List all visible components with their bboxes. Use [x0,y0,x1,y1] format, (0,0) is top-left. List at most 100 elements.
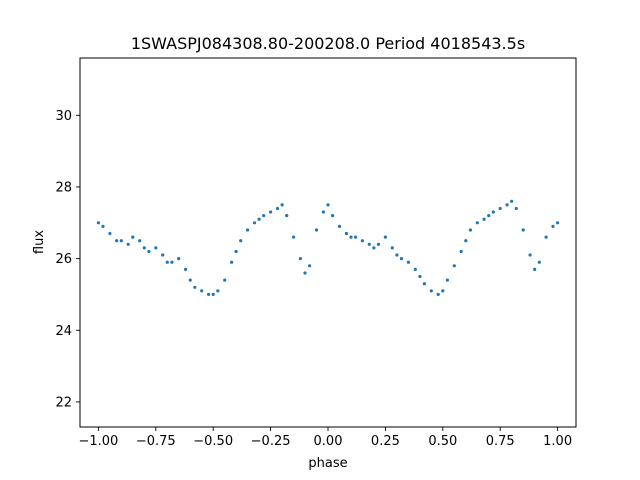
data-point [464,239,468,243]
data-point [108,231,112,236]
x-tick-label: 0.25 [371,434,400,449]
data-point [482,217,486,221]
data-point [138,239,142,243]
data-point [349,235,353,239]
data-point [161,253,165,257]
data-point [360,239,364,243]
data-point [383,235,387,239]
y-axis: 22 24 26 28 30 [55,109,80,410]
data-point [321,210,325,214]
data-point [498,206,502,211]
y-tick-label: 28 [55,180,72,195]
data-point [390,246,394,250]
x-tick-label: −1.00 [78,434,118,449]
data-point [147,249,151,254]
data-point [468,228,472,232]
points-layer [96,199,560,296]
data-point [200,289,204,293]
data-point [445,278,449,282]
data-point [285,214,289,218]
data-point [422,282,426,286]
x-tick-label: 0.75 [486,434,515,449]
data-point [257,217,261,221]
data-point [367,242,371,246]
data-point [533,267,537,271]
data-point [418,274,422,279]
data-point [459,249,463,254]
data-point [126,242,130,246]
data-point [505,203,509,207]
data-point [514,206,518,211]
data-point [551,224,555,228]
data-point [544,235,548,239]
data-point [252,221,257,225]
data-point [395,253,399,257]
data-point [223,278,227,282]
data-point [230,260,234,264]
data-point [154,246,158,250]
data-point [303,271,307,275]
data-point [372,246,376,250]
data-point [491,210,495,214]
data-point [165,260,169,264]
data-point [234,249,238,254]
x-tick-label: −0.75 [136,434,176,449]
data-point [193,285,197,289]
data-point [119,239,123,243]
data-point [275,206,280,211]
x-tick-label: 1.00 [543,434,572,449]
data-point [96,221,100,225]
data-point [246,228,250,232]
data-point [184,267,188,271]
y-tick-label: 22 [55,395,72,410]
y-axis-label: flux [32,230,47,254]
data-point [101,224,105,228]
data-point [487,214,491,218]
data-point [314,228,319,232]
data-point [537,260,541,264]
data-point [262,214,266,218]
data-point [528,253,532,257]
data-point [216,289,220,293]
data-point [475,221,479,225]
data-point [510,199,514,203]
data-point [269,210,273,214]
data-point [413,267,417,271]
data-point [521,228,525,232]
data-point [331,214,335,218]
data-point [376,242,381,246]
data-point [188,278,192,282]
x-tick-label: −0.25 [251,434,291,449]
data-point [399,257,404,261]
data-point [131,235,135,239]
data-point [142,246,146,250]
x-axis: −1.00 −0.75 −0.50 −0.25 0.00 0.25 0.50 0.75 1.00 [78,427,572,449]
data-point [308,264,312,268]
data-point [298,257,302,261]
data-point [177,257,181,261]
data-point [429,289,433,293]
data-point [354,235,358,239]
x-axis-label: phase [308,456,347,471]
y-tick-label: 26 [55,252,72,267]
data-point [292,235,296,239]
data-point [406,260,410,264]
x-tick-label: 0.00 [314,434,343,449]
data-point [280,203,284,207]
y-tick-label: 30 [55,109,72,124]
data-point [441,289,445,293]
data-point [115,239,119,243]
data-point [170,260,174,264]
x-tick-label: −0.50 [193,434,233,449]
y-tick-label: 24 [55,324,72,339]
data-point [337,224,342,228]
data-point [556,221,560,225]
data-point [326,203,330,207]
data-point [239,239,243,243]
data-point [344,231,348,236]
data-point [211,292,215,296]
chart-title: 1SWASPJ084308.80-200208.0 Period 4018543… [131,34,525,53]
data-point [436,292,440,296]
